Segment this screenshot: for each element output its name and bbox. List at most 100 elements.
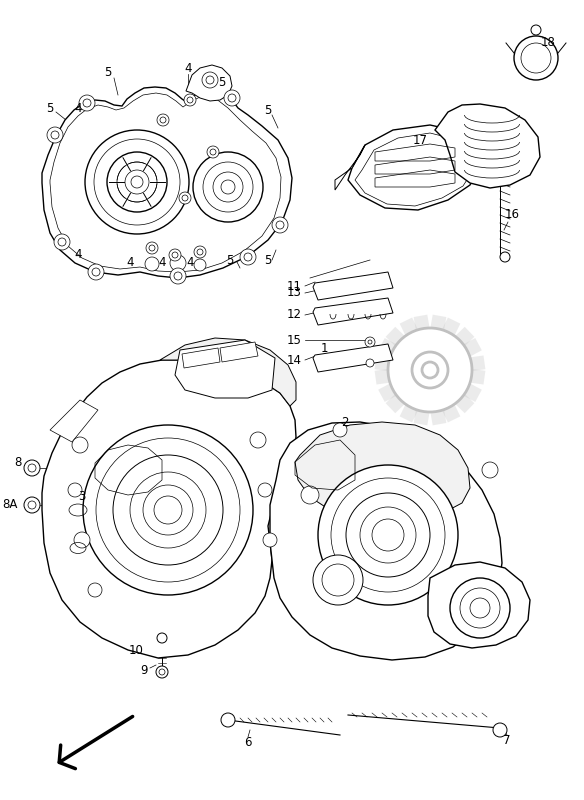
Circle shape [366,359,374,367]
Circle shape [313,555,363,605]
Circle shape [450,578,510,638]
Circle shape [170,268,186,284]
Text: 7: 7 [503,734,511,746]
Circle shape [318,465,458,605]
Circle shape [130,472,206,548]
Polygon shape [335,145,365,190]
Polygon shape [186,65,232,101]
Circle shape [172,252,178,258]
Circle shape [368,340,372,344]
Text: Motorepublik: Motorepublik [133,484,267,536]
Text: 8A: 8A [2,498,18,511]
Circle shape [240,249,256,265]
Circle shape [272,217,288,233]
Circle shape [322,564,354,596]
Circle shape [96,438,240,582]
Circle shape [68,483,82,497]
Polygon shape [182,348,220,368]
Text: 14: 14 [287,354,302,366]
Circle shape [206,76,214,84]
Circle shape [276,221,284,229]
Polygon shape [220,342,258,362]
Text: 16: 16 [505,209,520,222]
Circle shape [213,172,243,202]
Circle shape [154,496,182,524]
Circle shape [169,249,181,261]
Text: 13: 13 [287,286,302,299]
Circle shape [470,598,490,618]
Circle shape [28,501,36,509]
Circle shape [194,246,206,258]
Polygon shape [175,340,275,398]
Circle shape [197,249,203,255]
Polygon shape [42,360,296,658]
Circle shape [83,425,253,595]
Text: 18: 18 [541,35,555,49]
Text: 10: 10 [129,643,144,657]
Text: 2: 2 [341,417,349,430]
Circle shape [193,152,263,222]
Circle shape [207,146,219,158]
Circle shape [194,259,206,271]
Circle shape [145,257,159,271]
Text: Motorepublik: Motorepublik [167,412,313,468]
Circle shape [107,152,167,212]
Text: 5: 5 [227,254,234,266]
Circle shape [187,97,193,103]
Circle shape [184,94,196,106]
Circle shape [113,455,223,565]
Circle shape [28,464,36,472]
Text: 6: 6 [244,735,252,749]
Circle shape [365,337,375,347]
Circle shape [521,43,551,73]
Circle shape [244,253,252,261]
Text: 5: 5 [265,103,272,117]
Circle shape [160,117,166,123]
Circle shape [83,99,91,107]
Circle shape [500,252,510,262]
Circle shape [372,519,404,551]
Circle shape [51,131,59,139]
Text: 4: 4 [74,102,82,114]
Circle shape [482,462,498,478]
Circle shape [331,478,445,592]
Circle shape [92,268,100,276]
Circle shape [228,94,236,102]
Polygon shape [428,562,530,648]
Text: 4: 4 [186,255,194,269]
Circle shape [117,162,157,202]
Polygon shape [348,125,480,210]
Circle shape [72,437,88,453]
Circle shape [493,723,507,737]
Polygon shape [50,400,98,442]
Circle shape [94,139,180,225]
Circle shape [174,272,182,280]
Text: 11: 11 [287,279,302,293]
Circle shape [24,460,40,476]
Circle shape [224,90,240,106]
Circle shape [263,533,277,547]
Circle shape [531,25,541,35]
Text: 5: 5 [46,102,54,114]
Polygon shape [313,298,393,325]
Polygon shape [270,422,502,660]
Polygon shape [160,338,296,406]
Circle shape [149,245,155,251]
Circle shape [159,669,165,675]
Text: 5: 5 [218,75,225,89]
Text: 4: 4 [158,255,166,269]
Circle shape [346,493,430,577]
Circle shape [202,72,218,88]
Circle shape [258,483,272,497]
Circle shape [125,170,149,194]
Circle shape [333,423,347,437]
Circle shape [170,255,186,271]
Circle shape [88,583,102,597]
Text: 4: 4 [184,62,192,74]
Polygon shape [42,87,292,278]
Circle shape [221,713,235,727]
Text: 3: 3 [78,490,86,503]
Text: Motorepublik: Motorepublik [187,514,322,566]
Circle shape [157,633,167,643]
Text: 15: 15 [287,334,302,346]
